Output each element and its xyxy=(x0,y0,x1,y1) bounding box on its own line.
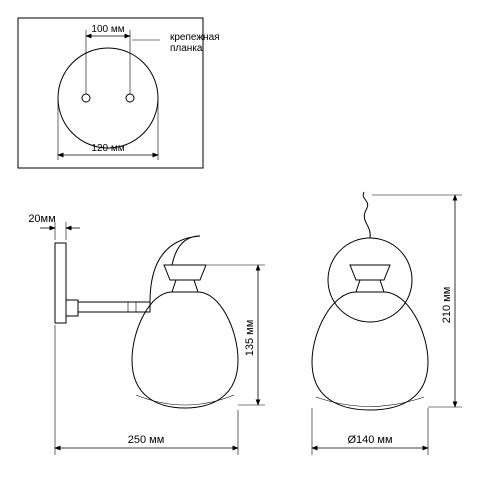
dim-plate-diameter: 120 мм xyxy=(91,143,124,154)
plate-label-line1: крепежная xyxy=(170,32,220,43)
dim-shade-height: 135 мм xyxy=(244,320,256,357)
dim-plate-hole-spacing: 100 мм xyxy=(91,24,124,35)
dim-side-width: 250 мм xyxy=(128,434,165,446)
dim-shade-diameter: Ø140 мм xyxy=(347,434,392,446)
front-view: 210 мм Ø140 мм xyxy=(312,192,462,455)
dim-total-height: 210 мм xyxy=(441,287,453,324)
technical-drawing: 100 мм крепежная планка 120 мм xyxy=(0,0,500,500)
plate-label-line2: планка xyxy=(170,43,203,54)
side-view: 20мм 250 мм 135 мм xyxy=(28,213,265,455)
mounting-plate-detail: 100 мм крепежная планка 120 мм xyxy=(18,18,220,168)
dim-depth: 20мм xyxy=(28,213,55,225)
